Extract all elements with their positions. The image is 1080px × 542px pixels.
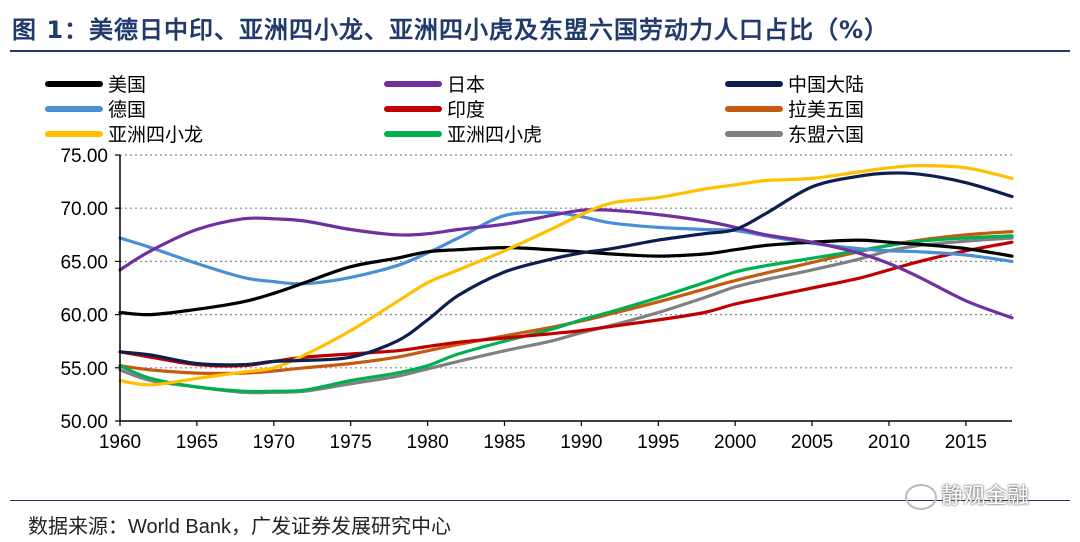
y-tick-label-2: 60.00 (60, 306, 108, 327)
x-tick-label-1: 1965 (176, 432, 218, 453)
watermark: 静观金融 (905, 478, 1029, 510)
x-tick-label-0: 1960 (99, 432, 141, 453)
watermark-text: 静观金融 (941, 484, 1030, 509)
x-tick-labels: 1960 1965 1970 1975 1980 1985 1990 1995 2000 2005… (99, 432, 987, 453)
title-rule (10, 50, 1070, 52)
x-tick-label-5: 1985 (483, 432, 525, 453)
legend-label-8: 东盟六国 (788, 124, 864, 146)
legend-label-1: 德国 (108, 99, 146, 121)
legend-label-0: 美国 (108, 74, 146, 96)
source-note: 数据来源：World Bank，广发证券发展研究中心 (28, 510, 451, 539)
legend-label-7: 拉美五国 (788, 99, 864, 121)
gridlines (120, 154, 1012, 369)
chart-title: 图 1：美德日中印、亚洲四小龙、亚洲四小虎及东盟六国劳动力人口占比（%） (12, 16, 890, 44)
series-lines (118, 164, 1014, 395)
legend-label-6: 中国大陆 (788, 74, 864, 96)
x-tick-label-11: 2015 (945, 432, 987, 453)
source-label: 数据来源： (28, 514, 128, 538)
legend-label-4: 印度 (447, 99, 485, 121)
x-tick-label-8: 2000 (714, 432, 756, 453)
y-tick-label-4: 70.00 (60, 199, 108, 220)
series-line-6 (118, 171, 1014, 367)
source-value: World Bank，广发证券发展研究中心 (128, 516, 452, 538)
series-line-3 (118, 208, 1014, 320)
y-tick-label-0: 50.00 (60, 412, 108, 433)
legend-label-3: 日本 (447, 74, 485, 96)
x-tick-label-4: 1980 (406, 432, 448, 453)
x-tick-label-2: 1970 (253, 432, 295, 453)
y-tick-label-5: 75.00 (60, 146, 108, 167)
legend-label-2: 亚洲四小龙 (108, 124, 203, 146)
x-tick-label-7: 1995 (637, 432, 679, 453)
x-tick-label-9: 2005 (791, 432, 833, 453)
y-tick-labels: 50.00 55.00 60.00 65.00 70.00 75.00 (60, 146, 108, 433)
series-line-0 (118, 238, 1014, 317)
legend-label-5: 亚洲四小虎 (447, 124, 542, 146)
footer-rule (10, 500, 1070, 501)
y-tick-label-3: 65.00 (60, 252, 108, 273)
x-tick-label-10: 2010 (868, 432, 910, 453)
series-line-2 (118, 164, 1014, 387)
axes (115, 154, 1012, 426)
x-tick-label-3: 1975 (330, 432, 372, 453)
wechat-icon (905, 484, 937, 510)
y-tick-label-1: 55.00 (60, 359, 108, 380)
x-tick-label-6: 1990 (560, 432, 602, 453)
